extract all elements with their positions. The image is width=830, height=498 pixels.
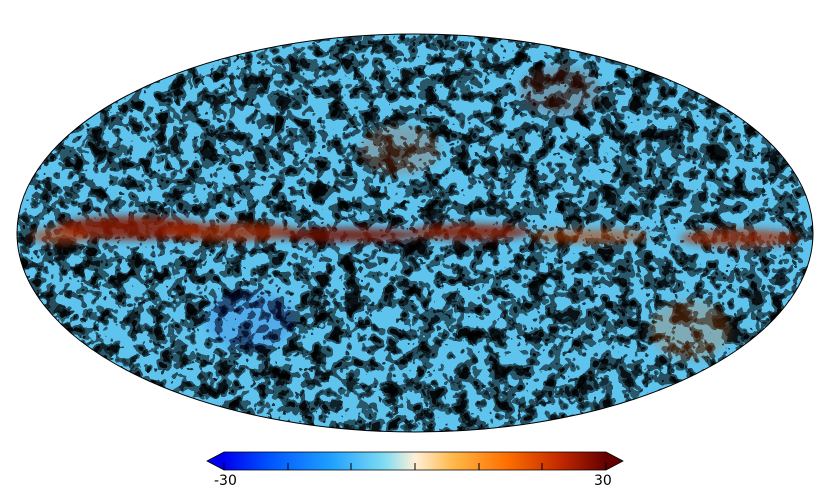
colorbar-left-arrow bbox=[207, 452, 224, 470]
colorbar-right-arrow bbox=[606, 452, 623, 470]
colorbar-min-label: -30 bbox=[214, 473, 237, 489]
colorbar-max-label: 30 bbox=[594, 473, 612, 489]
galactic-plane-band bbox=[30, 216, 800, 247]
map-outline bbox=[16, 33, 814, 433]
colorbar-gradient bbox=[224, 452, 606, 470]
colorbar bbox=[206, 451, 624, 471]
colorbar-ticks bbox=[223, 463, 607, 470]
